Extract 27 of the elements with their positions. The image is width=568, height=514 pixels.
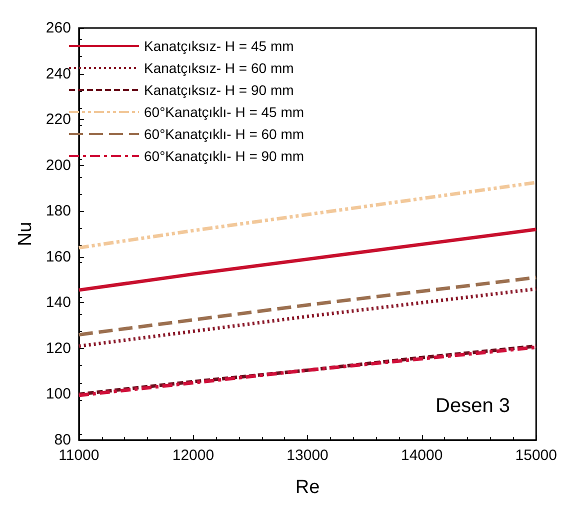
legend-label: 60°Kanatçıklı- H = 60 mm [144, 126, 304, 142]
legend-label: Kanatçıksız- H = 45 mm [144, 38, 294, 54]
y-tick-label: 140 [46, 294, 71, 312]
line-series [77, 276, 538, 336]
line-series [77, 228, 538, 292]
x-tick-label: 13000 [286, 447, 328, 464]
legend-label: Kanatçıksız- H = 90 mm [144, 82, 294, 98]
x-axis-title: Re [295, 477, 320, 498]
y-tick-label: 160 [46, 248, 71, 266]
y-tick-label: 260 [46, 20, 71, 36]
annotation: Desen 3 [436, 395, 510, 417]
y-tick-label: 120 [46, 340, 71, 357]
legend-label: 60°Kanatçıklı- H = 45 mm [144, 104, 304, 120]
legend-label: Kanatçıksız- H = 60 mm [144, 60, 294, 76]
y-tick-label: 80 [54, 432, 71, 448]
y-tick-label: 180 [46, 202, 71, 220]
x-tick-label: 12000 [172, 447, 214, 464]
y-tick-label: 100 [46, 386, 71, 403]
y-tick-label: 200 [46, 156, 71, 174]
x-tick-label: 14000 [400, 447, 443, 464]
x-tick-label: 15000 [515, 447, 558, 464]
x-tick-label: 11000 [58, 447, 100, 464]
y-axis-title: Nu [15, 222, 36, 246]
legend-label: 60°Kanatçıklı- H = 90 mm [144, 148, 304, 164]
y-tick-label: 220 [46, 111, 71, 128]
y-tick-label: 240 [46, 65, 71, 82]
line-series [77, 287, 538, 348]
